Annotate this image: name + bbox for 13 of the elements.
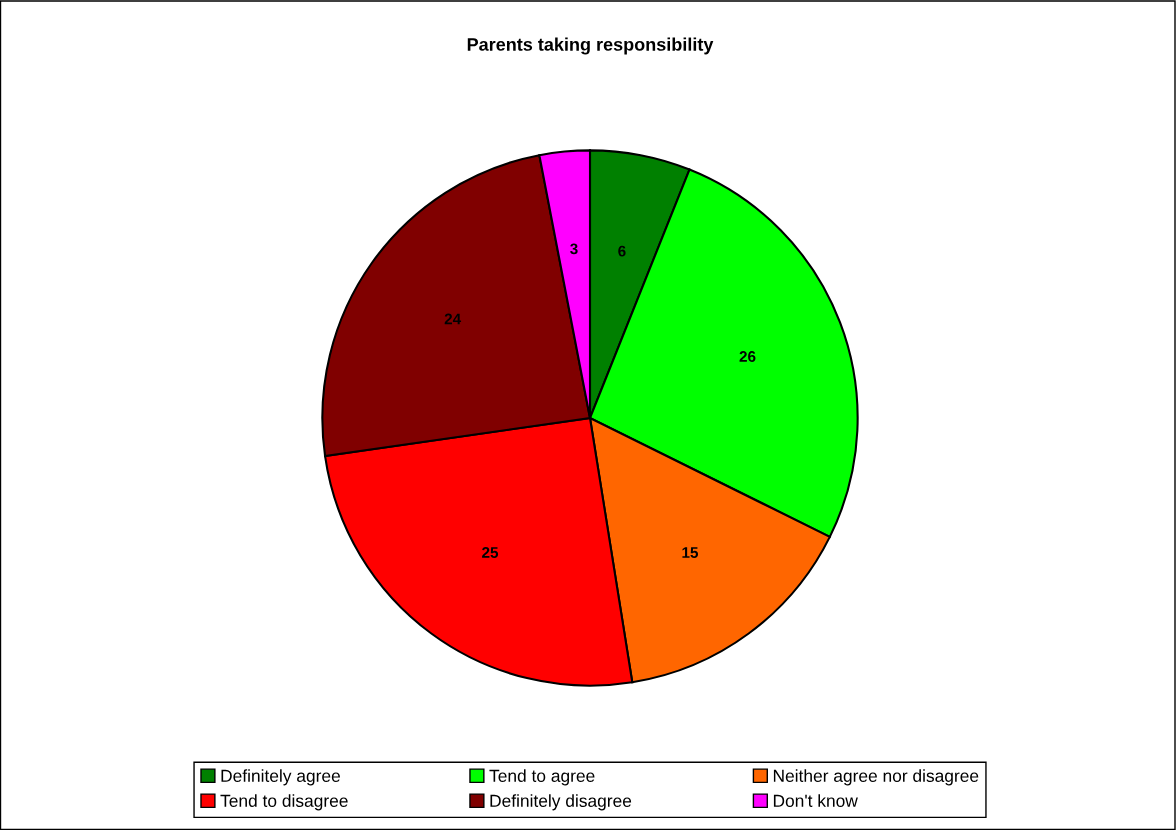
- data-label: 6: [618, 245, 626, 257]
- legend-label: Tend to disagree: [220, 794, 348, 811]
- legend-label: Neither agree nor disagree: [773, 769, 979, 786]
- data-label: 26: [739, 351, 756, 362]
- data-label: 3: [570, 243, 578, 255]
- data-label: 15: [682, 547, 699, 558]
- legend-label: Tend to agree: [489, 769, 595, 786]
- chart-title: Parents taking responsibility: [467, 37, 714, 55]
- legend-label: Definitely agree: [221, 769, 340, 786]
- legend-label: Definitely disagree: [490, 794, 632, 811]
- data-label: 25: [482, 547, 499, 558]
- data-label: 24: [444, 313, 462, 325]
- legend-label: Don't know: [773, 794, 858, 807]
